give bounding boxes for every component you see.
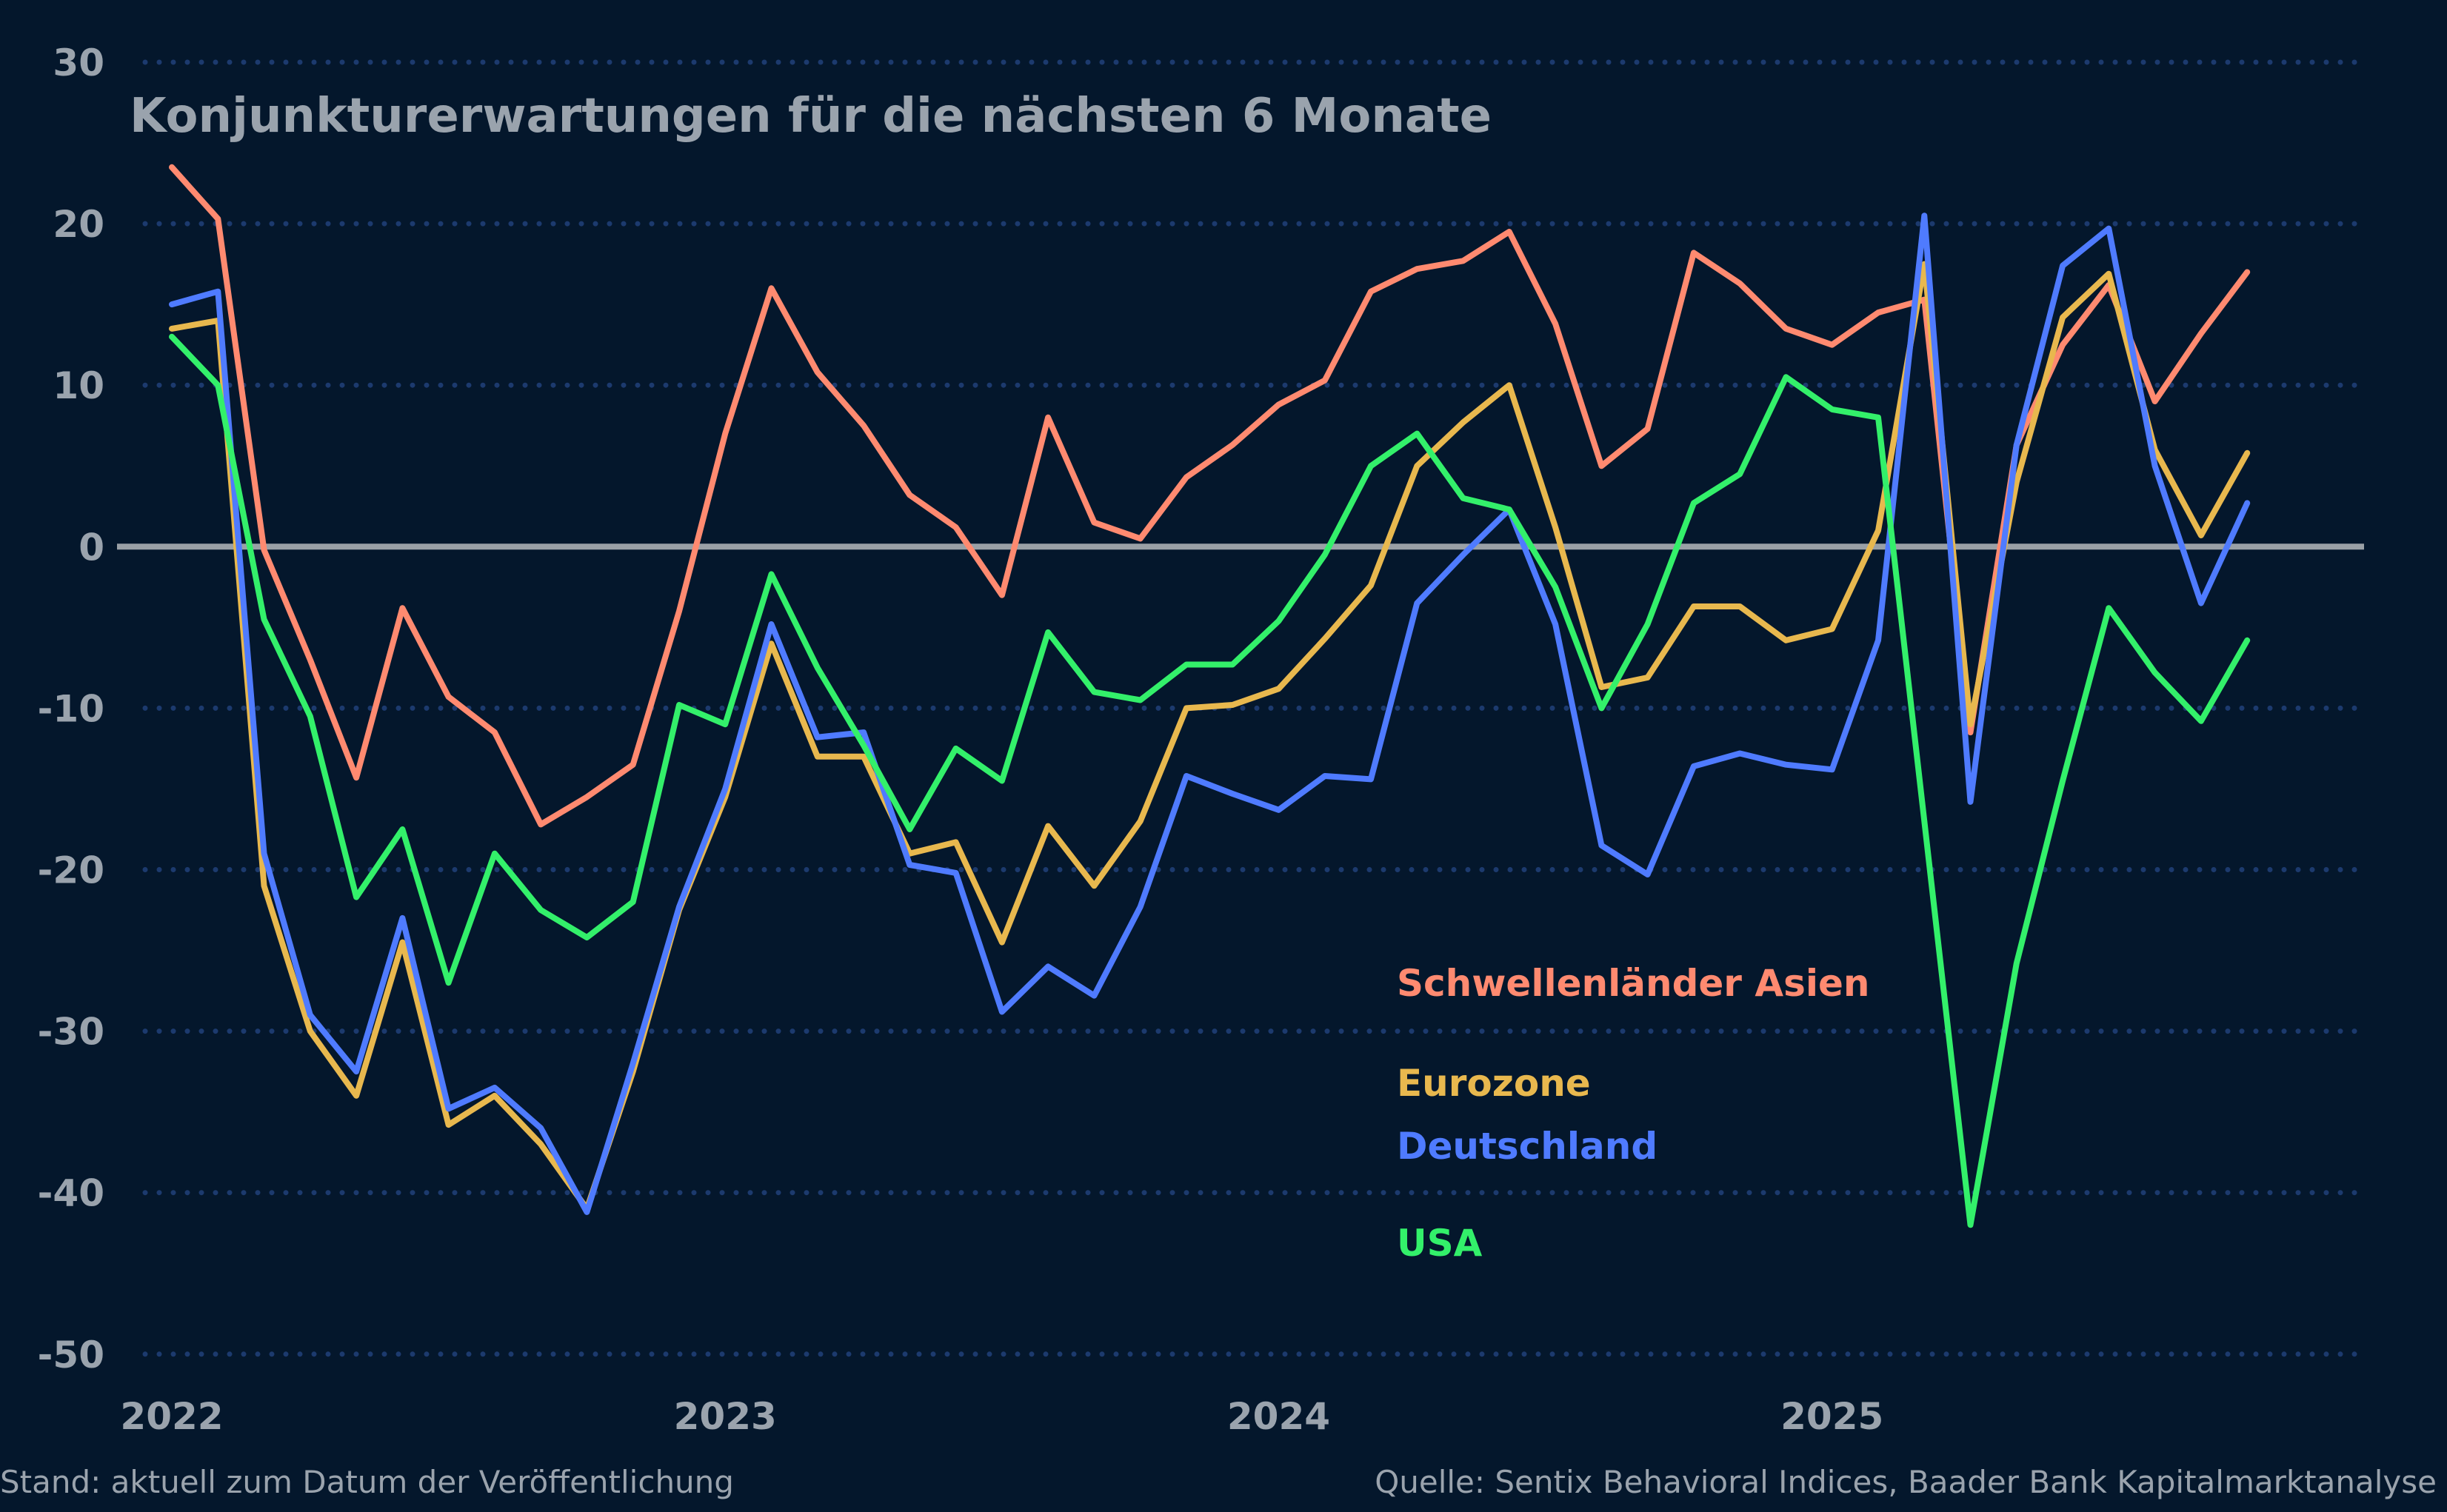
- y-tick-label: 30: [53, 41, 104, 84]
- gridlines: [142, 59, 2360, 1357]
- y-tick-label: 0: [79, 526, 104, 569]
- y-tick-label: 10: [53, 364, 104, 407]
- legend-label: Schwellenländer Asien: [1397, 962, 1869, 1005]
- series-line-1: [169, 261, 2251, 1212]
- legend-label: USA: [1397, 1222, 1483, 1265]
- y-tick-label: 20: [53, 203, 104, 246]
- series-line-0: [169, 164, 2251, 828]
- footer-stand: Stand: aktuell zum Datum der Veröffentli…: [0, 1464, 734, 1500]
- y-tick-label: -20: [38, 849, 104, 892]
- x-tick-label: 2022: [120, 1395, 223, 1438]
- x-tick-label: 2024: [1227, 1395, 1330, 1438]
- x-axis-ticks: 2022 2023 2024 2025: [120, 1395, 1883, 1438]
- x-tick-label: 2025: [1780, 1395, 1883, 1438]
- y-tick-label: -50: [38, 1334, 104, 1376]
- chart-title: Konjunkturerwartungen für die nächsten 6…: [130, 89, 1492, 144]
- y-tick-label: -40: [38, 1172, 104, 1215]
- y-tick-label: -30: [38, 1011, 104, 1054]
- footer-source: Quelle: Sentix Behavioral Indices, Baade…: [1375, 1464, 2437, 1500]
- series-line-2: [169, 213, 2251, 1215]
- legend-label: Eurozone: [1397, 1062, 1591, 1105]
- x-tick-label: 2023: [674, 1395, 777, 1438]
- legend: Schwellenländer Asien Eurozone Deutschland…: [1397, 962, 1869, 1265]
- series-lines: [169, 164, 2251, 1228]
- y-axis-ticks: 30 20 10 0 -10 -20 -30 -40 -50: [38, 41, 104, 1376]
- series-line-3: [169, 333, 2251, 1228]
- y-tick-label: -10: [38, 687, 104, 730]
- legend-label: Deutschland: [1397, 1125, 1658, 1168]
